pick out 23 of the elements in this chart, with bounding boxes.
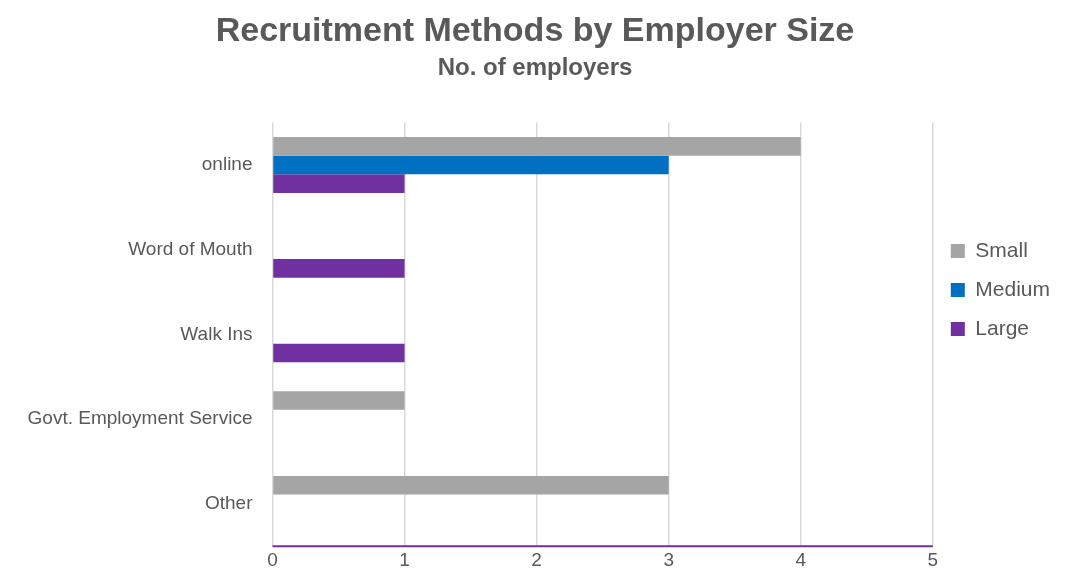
- legend-label: Medium: [975, 276, 1051, 300]
- bar: [273, 155, 669, 175]
- legend-label: Small: [975, 237, 1028, 261]
- bar: [273, 343, 405, 363]
- bar: [273, 391, 405, 410]
- x-tick-label: 3: [663, 548, 674, 570]
- y-tick-label: Govt. Employment Service: [27, 407, 253, 429]
- x-tick-label: 2: [531, 548, 542, 570]
- y-tick-label: Walk Ins: [180, 322, 253, 344]
- x-tick-label: 5: [927, 548, 939, 570]
- bar: [273, 174, 405, 193]
- x-tick-label: 4: [795, 548, 807, 570]
- bar: [273, 475, 669, 495]
- x-tick-label: 0: [267, 548, 278, 570]
- bar: [273, 137, 801, 156]
- chart-subtitle: No. of employers: [437, 52, 633, 80]
- y-tick-label: online: [201, 153, 253, 175]
- chart-title: Recruitment Methods by Employer Size: [215, 9, 855, 48]
- y-tick-label: Word of Mouth: [128, 237, 253, 259]
- bar: [273, 259, 405, 278]
- x-tick-label: 1: [399, 548, 410, 570]
- legend-label: Large: [975, 315, 1030, 339]
- y-tick-label: Other: [204, 492, 254, 514]
